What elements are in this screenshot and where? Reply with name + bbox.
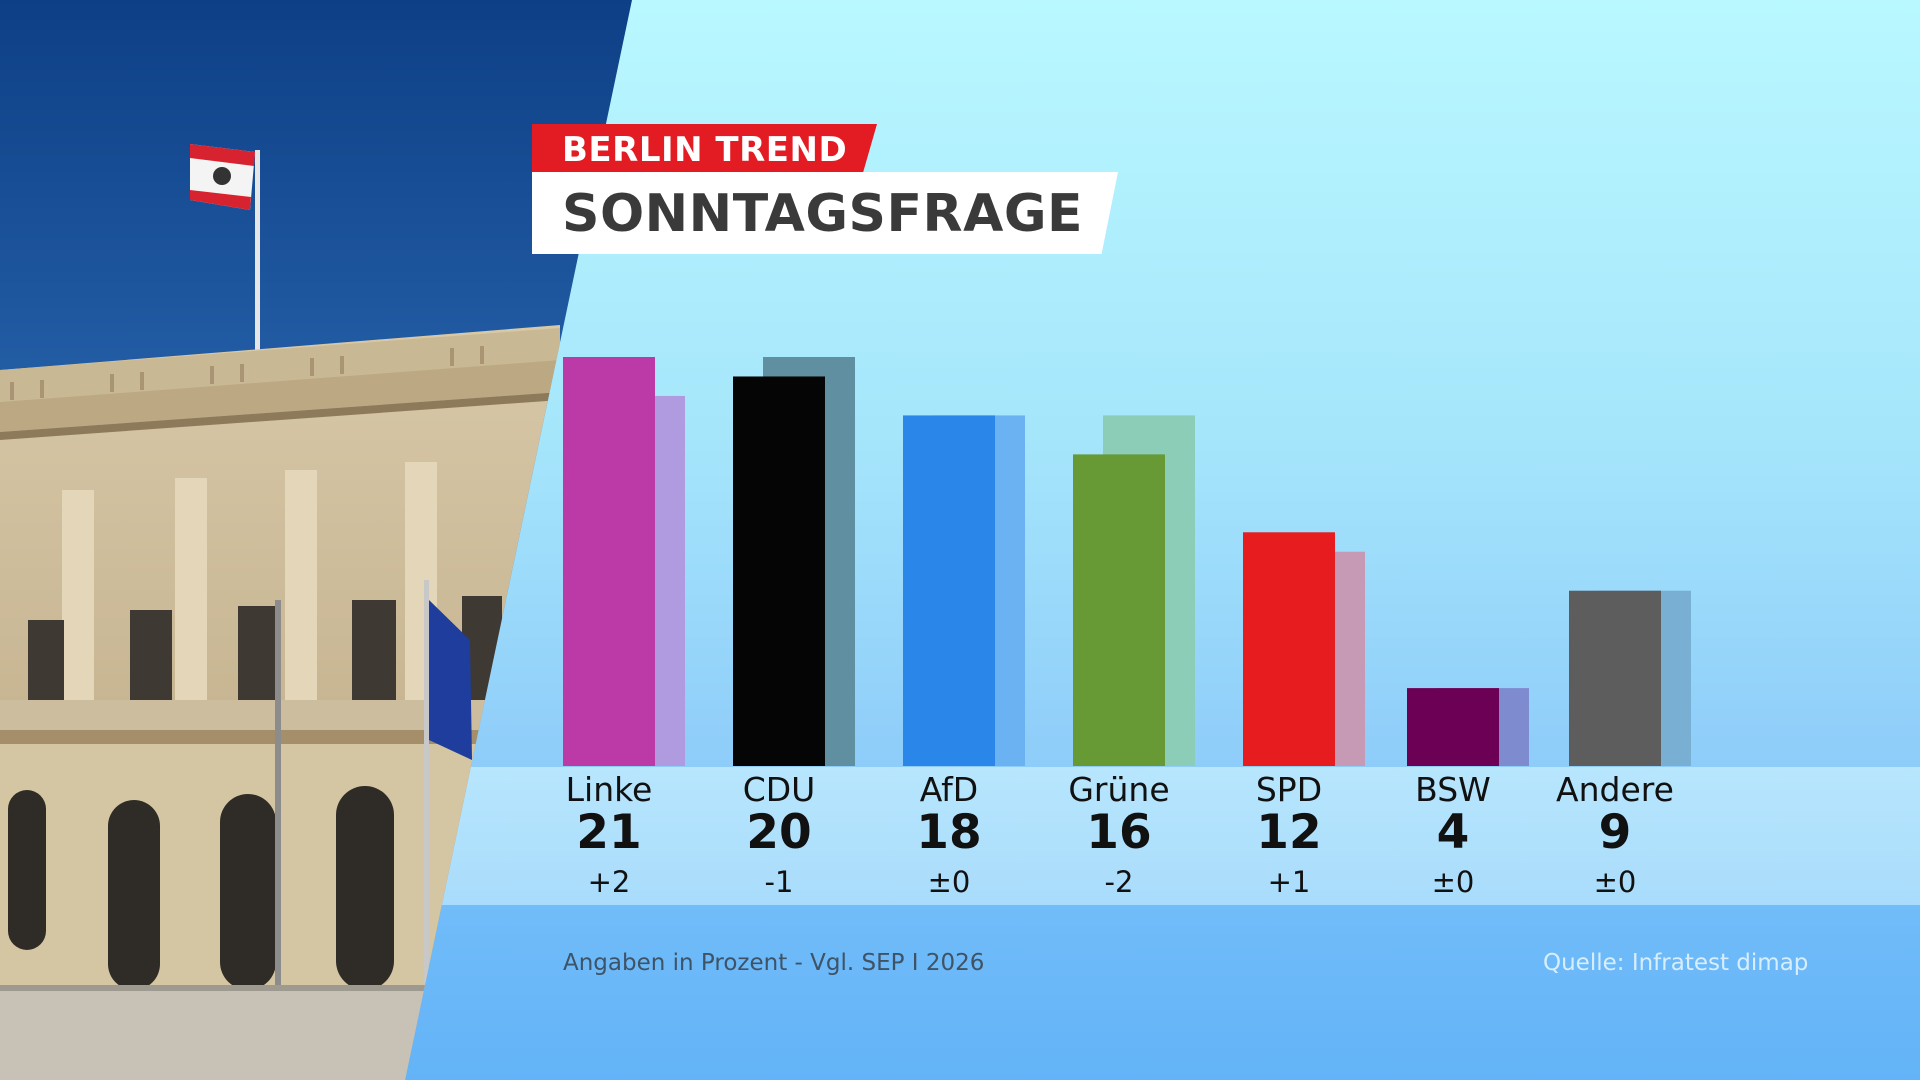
bar-current-spd: [1243, 532, 1335, 766]
kicker-banner: BERLIN TREND: [532, 124, 877, 172]
bar-current-cdu: [733, 376, 825, 766]
category-label: AfD: [919, 770, 979, 809]
category-label: Andere: [1556, 770, 1674, 809]
change-label: ±0: [1431, 865, 1475, 899]
change-label: -1: [764, 865, 794, 899]
change-label: -2: [1104, 865, 1134, 899]
bar-current-afd: [903, 415, 995, 766]
category-label: CDU: [742, 770, 816, 809]
source-note: Quelle: Infratest dimap: [1543, 950, 1809, 976]
value-label: 21: [576, 805, 642, 860]
category-label: SPD: [1255, 770, 1323, 809]
bar-current-linke: [563, 357, 655, 766]
value-label: 9: [1598, 805, 1632, 860]
value-label: 20: [746, 805, 812, 860]
kicker-text: BERLIN TREND: [562, 130, 848, 170]
category-label: BSW: [1415, 770, 1491, 809]
change-label: ±0: [1593, 865, 1637, 899]
chart-title: SONNTAGSFRAGE: [562, 184, 1084, 244]
value-label: 12: [1256, 805, 1322, 860]
title-banner: SONNTAGSFRAGE: [532, 172, 1118, 254]
bar-current-bsw: [1407, 688, 1499, 766]
category-label: Grüne: [1068, 770, 1170, 809]
footnote: Angaben in Prozent - Vgl. SEP I 2026: [563, 950, 985, 976]
value-label: 4: [1436, 805, 1470, 860]
change-label: +2: [587, 865, 631, 899]
category-label: Linke: [565, 770, 653, 809]
value-label: 16: [1086, 805, 1152, 860]
bar-current-andere: [1569, 590, 1661, 766]
change-label: +1: [1267, 865, 1311, 899]
change-label: ±0: [927, 865, 971, 899]
bar-current-grüne: [1073, 454, 1165, 766]
value-label: 18: [916, 805, 982, 860]
